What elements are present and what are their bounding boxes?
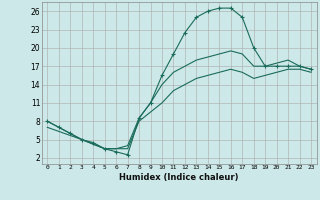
X-axis label: Humidex (Indice chaleur): Humidex (Indice chaleur) xyxy=(119,173,239,182)
